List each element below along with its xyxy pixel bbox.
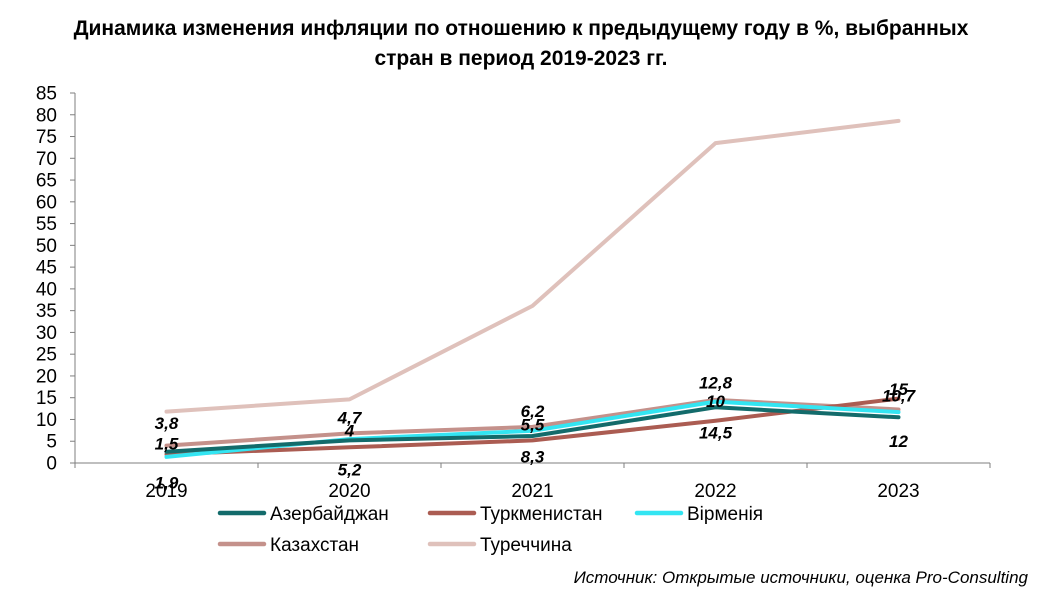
chart-title-line-1: Динамика изменения инфляции по отношению…	[73, 17, 969, 40]
y-tick-label: 5	[46, 432, 57, 453]
y-tick-label: 75	[36, 127, 57, 148]
data-label: 12	[889, 432, 908, 451]
y-tick-label: 20	[36, 366, 57, 387]
y-tick-label: 65	[36, 171, 57, 192]
data-label: 1,5	[155, 434, 179, 453]
data-label: 12,8	[699, 373, 733, 392]
y-tick-label: 45	[36, 258, 57, 279]
chart-legend: Азербайджан Туркменистан Вірменія Казахстан…	[217, 504, 763, 556]
y-tick-label: 50	[36, 236, 57, 257]
legend-label: Туреччина	[480, 535, 572, 556]
data-label: 15	[889, 380, 908, 399]
y-tick-label: 40	[36, 279, 57, 300]
x-tick-label: 2022	[694, 481, 736, 502]
series-line-0	[164, 405, 901, 454]
y-tick-label: 55	[36, 214, 57, 235]
data-label: 1,9	[155, 474, 179, 493]
chart-title: Динамика изменения инфляции по отношению…	[0, 14, 1042, 74]
series-line-1	[164, 396, 901, 457]
chart-title-line-2: стран в период 2019-2023 гг.	[374, 47, 668, 70]
y-tick-label: 85	[36, 84, 57, 105]
data-label: 14,5	[699, 424, 733, 443]
x-tick-label: 2019	[145, 481, 187, 502]
source-note: Источник: Открытые источники, оценка Pro…	[573, 568, 1028, 587]
data-label: 3,8	[155, 414, 179, 433]
y-tick-label: 0	[46, 454, 57, 475]
series-lines	[164, 118, 901, 459]
legend-label: Туркменистан	[480, 504, 603, 525]
y-tick-label: 25	[36, 345, 57, 366]
x-tick-label: 2021	[511, 481, 553, 502]
legend-label: Азербайджан	[270, 504, 389, 525]
y-tick-label: 35	[36, 301, 57, 322]
data-label: 10,7	[882, 387, 917, 406]
y-tick-label: 30	[36, 323, 57, 344]
series-line-4	[164, 118, 901, 414]
data-label: 6,2	[521, 402, 545, 421]
y-tick-label: 60	[36, 192, 57, 213]
legend-label: Вірменія	[687, 504, 763, 525]
x-tick-label: 2020	[328, 481, 370, 502]
data-label: 5,2	[338, 461, 362, 480]
data-label: 4	[344, 421, 355, 440]
data-labels: 3,81,5 1,9 4,74 5,2 6,25,5 8,3 12,810 14,5 1510,…	[155, 373, 917, 492]
y-tick-label: 10	[36, 410, 57, 431]
y-tick-label: 15	[36, 388, 57, 409]
data-label: 4,7	[337, 408, 363, 427]
legend-label: Казахстан	[270, 535, 359, 556]
data-label: 8,3	[521, 447, 545, 466]
y-tick-label: 80	[36, 105, 57, 126]
data-label: 5,5	[521, 416, 545, 435]
data-label: 10	[706, 392, 725, 411]
x-tick-label: 2023	[877, 481, 919, 502]
y-tick-label: 70	[36, 149, 57, 170]
